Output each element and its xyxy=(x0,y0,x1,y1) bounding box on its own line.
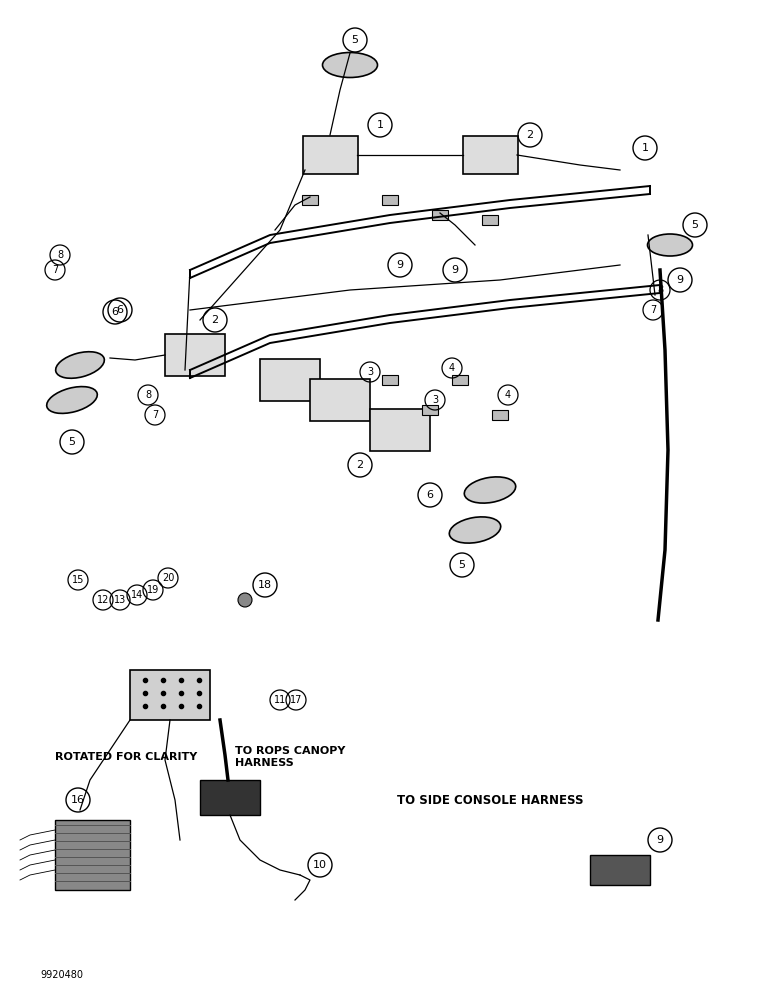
Text: 3: 3 xyxy=(367,367,373,377)
Circle shape xyxy=(238,593,252,607)
Text: 5: 5 xyxy=(69,437,76,447)
Text: 1: 1 xyxy=(377,120,384,130)
Ellipse shape xyxy=(56,352,104,378)
Text: 2: 2 xyxy=(527,130,533,140)
Text: 18: 18 xyxy=(258,580,272,590)
Text: 12: 12 xyxy=(96,595,109,605)
Polygon shape xyxy=(200,780,260,815)
Text: 7: 7 xyxy=(152,410,158,420)
Polygon shape xyxy=(130,670,210,720)
Text: 8: 8 xyxy=(657,285,663,295)
Polygon shape xyxy=(260,359,320,401)
Text: 14: 14 xyxy=(131,590,143,600)
Text: 8: 8 xyxy=(145,390,151,400)
Ellipse shape xyxy=(464,477,516,503)
Text: 9: 9 xyxy=(397,260,404,270)
Text: 10: 10 xyxy=(313,860,327,870)
Text: 4: 4 xyxy=(505,390,511,400)
Text: 9: 9 xyxy=(656,835,664,845)
Text: 5: 5 xyxy=(459,560,466,570)
Text: 13: 13 xyxy=(114,595,126,605)
Text: 2: 2 xyxy=(212,315,218,325)
Text: 4: 4 xyxy=(449,363,455,373)
Text: 2: 2 xyxy=(357,460,364,470)
Text: 9: 9 xyxy=(676,275,683,285)
Text: 15: 15 xyxy=(72,575,84,585)
Polygon shape xyxy=(165,334,225,376)
Polygon shape xyxy=(452,375,468,385)
Text: 11: 11 xyxy=(274,695,286,705)
Polygon shape xyxy=(303,136,357,174)
Text: 6: 6 xyxy=(117,305,124,315)
Text: 3: 3 xyxy=(432,395,438,405)
Text: 9920480: 9920480 xyxy=(40,970,83,980)
Text: 7: 7 xyxy=(650,305,656,315)
Text: 9: 9 xyxy=(452,265,459,275)
Polygon shape xyxy=(422,405,438,415)
Polygon shape xyxy=(382,195,398,205)
Text: 16: 16 xyxy=(71,795,85,805)
Text: TO ROPS CANOPY
HARNESS: TO ROPS CANOPY HARNESS xyxy=(235,746,345,768)
Text: TO SIDE CONSOLE HARNESS: TO SIDE CONSOLE HARNESS xyxy=(397,794,584,806)
Polygon shape xyxy=(382,375,398,385)
Ellipse shape xyxy=(449,517,501,543)
Polygon shape xyxy=(492,410,508,420)
Polygon shape xyxy=(482,215,498,225)
Text: 19: 19 xyxy=(147,585,159,595)
Ellipse shape xyxy=(46,387,97,413)
Polygon shape xyxy=(302,195,318,205)
Text: 7: 7 xyxy=(52,265,58,275)
Text: 5: 5 xyxy=(351,35,358,45)
Text: 1: 1 xyxy=(642,143,648,153)
Text: 6: 6 xyxy=(426,490,434,500)
Text: 8: 8 xyxy=(57,250,63,260)
Polygon shape xyxy=(590,855,650,885)
Polygon shape xyxy=(462,136,517,174)
Text: ROTATED FOR CLARITY: ROTATED FOR CLARITY xyxy=(55,752,198,762)
Text: 5: 5 xyxy=(692,220,699,230)
Text: 6: 6 xyxy=(111,307,118,317)
Ellipse shape xyxy=(323,52,378,78)
Polygon shape xyxy=(432,210,448,220)
Polygon shape xyxy=(370,409,430,451)
Polygon shape xyxy=(55,820,130,890)
Text: 20: 20 xyxy=(162,573,174,583)
Ellipse shape xyxy=(648,234,692,256)
Text: 17: 17 xyxy=(290,695,302,705)
Polygon shape xyxy=(310,379,370,421)
